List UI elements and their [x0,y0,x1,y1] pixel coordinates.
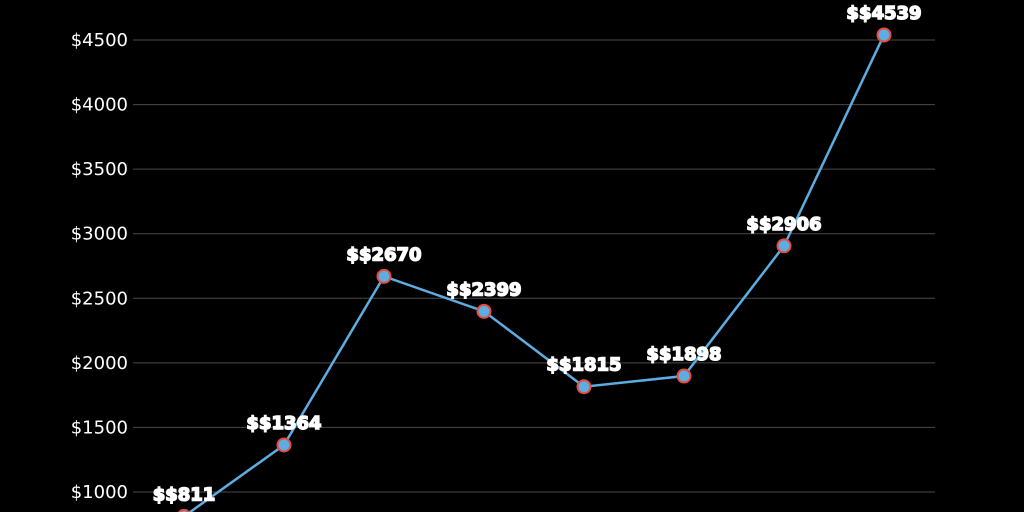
data-label: $$2906 [746,214,821,235]
data-label: $$811 [153,484,216,505]
y-tick-label: $3500 [71,159,128,180]
data-point-marker [676,368,692,384]
data-point-marker [476,303,492,319]
data-label: $$1364 [246,413,321,434]
data-label: $$2670 [346,244,421,265]
series-line [188,34,886,512]
y-tick-label: $1000 [71,482,128,503]
series-line-group [188,34,886,512]
data-label: $$4539 [846,3,921,24]
y-tick-label: $3000 [71,224,128,245]
y-tick-label: $2000 [71,353,128,374]
data-label: $$1815 [546,355,621,376]
y-tick-label: $4500 [71,30,128,51]
data-label: $$2399 [446,279,521,300]
data-point-marker [776,238,792,254]
data-point-marker [376,268,392,284]
y-tick-label: $2500 [71,288,128,309]
grid-lines [133,39,935,493]
data-point-marker [177,508,191,512]
data-labels: $$811 $$1364 $$2670 $$2399 $$1815 $$1898 $$290… [152,2,922,506]
data-point-marker [276,437,292,453]
data-point-marker [576,379,592,395]
y-tick-label: $4000 [71,95,128,116]
y-axis-tick-labels: $1000 $1500 $2000 $2500 $3000 $3500 $4000 $4500 [71,30,128,503]
y-tick-label: $1500 [71,417,128,438]
data-point-marker [876,27,892,43]
data-markers [177,27,892,512]
data-label: $$1898 [646,344,721,365]
